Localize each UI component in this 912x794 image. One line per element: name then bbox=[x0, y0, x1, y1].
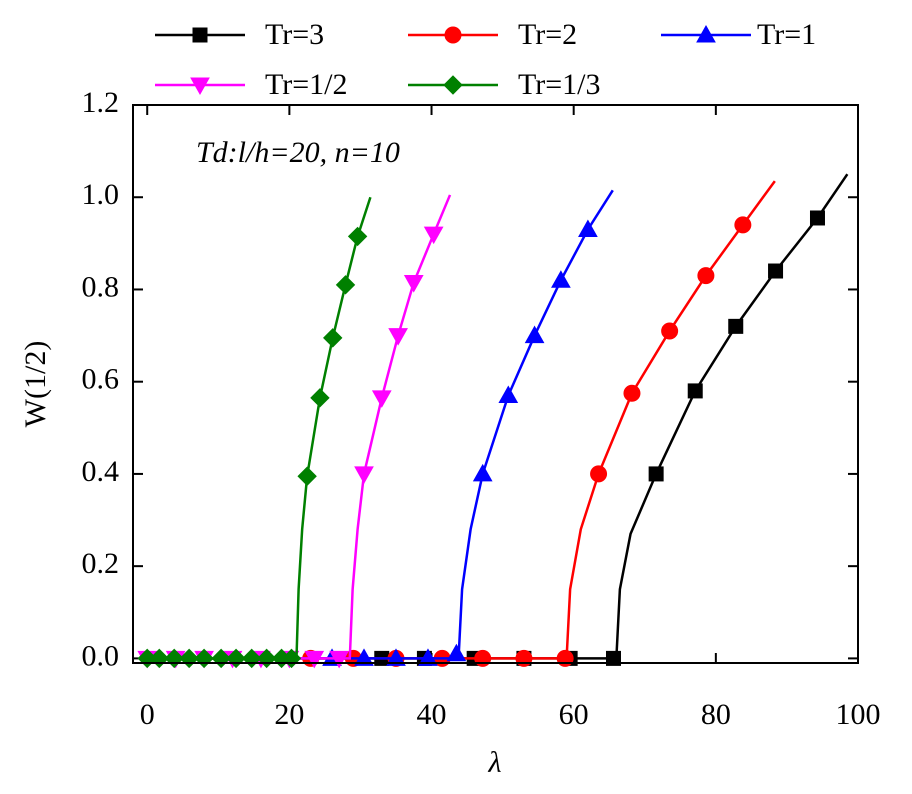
series-line bbox=[147, 196, 372, 660]
legend-label: Tr=1/3 bbox=[518, 68, 601, 101]
annotation: Td:l/h=20, n=10 bbox=[196, 136, 400, 169]
data-point bbox=[388, 328, 408, 346]
data-point bbox=[310, 388, 330, 408]
y-tick-label: 0.0 bbox=[82, 639, 120, 672]
data-point bbox=[418, 648, 438, 666]
legend-marker bbox=[192, 27, 208, 43]
data-point bbox=[354, 466, 374, 484]
data-point bbox=[403, 275, 424, 293]
x-tick-label: 40 bbox=[417, 698, 447, 731]
data-point bbox=[809, 210, 825, 226]
legend-label: Tr=2 bbox=[518, 18, 577, 51]
plot-frame bbox=[132, 104, 859, 664]
data-point bbox=[734, 216, 752, 234]
legend-label: Tr=1 bbox=[757, 18, 816, 51]
y-tick-label: 1.0 bbox=[82, 178, 120, 211]
legend-marker bbox=[696, 24, 716, 43]
data-point bbox=[335, 275, 356, 295]
data-point bbox=[347, 226, 368, 247]
data-point bbox=[498, 385, 519, 404]
data-point bbox=[371, 390, 392, 408]
y-tick-label: 0.2 bbox=[82, 547, 120, 580]
data-point bbox=[590, 465, 608, 483]
x-axis-label: λ bbox=[488, 746, 502, 779]
legend-marker bbox=[190, 77, 210, 96]
x-tick-label: 0 bbox=[140, 698, 155, 731]
data-point bbox=[648, 466, 664, 482]
x-tick-label: 80 bbox=[701, 698, 731, 731]
data-point bbox=[697, 267, 715, 285]
y-tick-label: 0.4 bbox=[82, 455, 120, 488]
x-tick-label: 60 bbox=[559, 698, 589, 731]
data-point bbox=[578, 219, 598, 238]
data-point bbox=[605, 650, 621, 666]
data-point bbox=[304, 650, 325, 669]
x-tick-label: 100 bbox=[836, 698, 881, 731]
data-point bbox=[623, 384, 641, 402]
y-tick-label: 1.2 bbox=[82, 86, 120, 119]
data-point bbox=[524, 325, 545, 344]
data-point bbox=[323, 328, 343, 348]
x-tick-label: 20 bbox=[274, 698, 304, 731]
data-point bbox=[386, 648, 406, 666]
y-tick-label: 0.6 bbox=[82, 363, 120, 396]
legend-marker bbox=[443, 75, 463, 95]
data-point bbox=[297, 466, 317, 486]
legend-label: Tr=3 bbox=[265, 18, 324, 51]
y-axis-label: W(1/2) bbox=[19, 341, 52, 428]
series-line bbox=[147, 194, 452, 660]
y-tick-label: 0.8 bbox=[82, 270, 120, 303]
legend-label: Tr=1/2 bbox=[265, 68, 348, 101]
data-point bbox=[661, 322, 679, 340]
legend-marker bbox=[444, 26, 462, 44]
data-point bbox=[768, 263, 784, 279]
data-point bbox=[423, 226, 444, 245]
data-point bbox=[446, 643, 467, 662]
series-line bbox=[147, 189, 614, 660]
data-point bbox=[329, 650, 349, 669]
series-line bbox=[147, 180, 776, 660]
data-point bbox=[472, 463, 493, 482]
data-point bbox=[687, 383, 703, 399]
data-point bbox=[551, 270, 571, 288]
data-point bbox=[728, 318, 744, 334]
series-line bbox=[147, 173, 849, 660]
data-point bbox=[354, 648, 374, 666]
